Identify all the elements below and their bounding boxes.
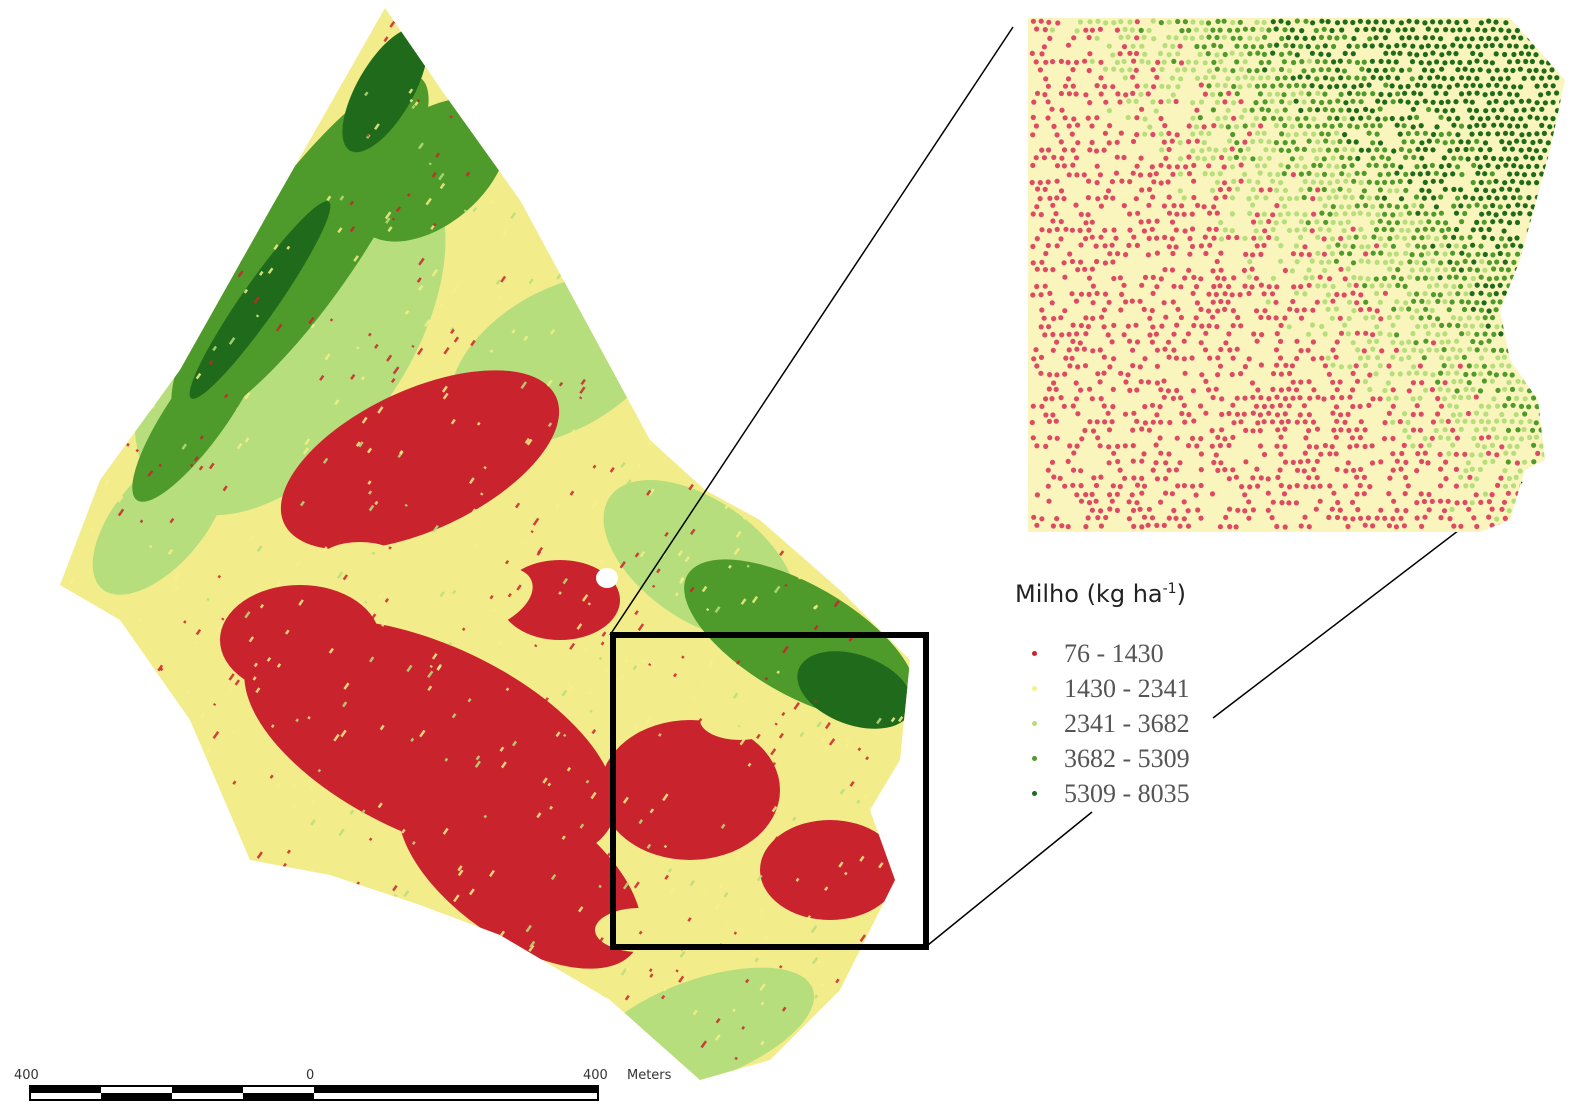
zone-red [760, 820, 900, 920]
legend-swatch-icon [1032, 721, 1037, 726]
inset-map [1028, 18, 1565, 532]
zone-green [132, 318, 268, 502]
legend-swatch-icon [1032, 686, 1037, 691]
scale-label-center: 0 [306, 1068, 315, 1083]
connector-line [609, 26, 1014, 636]
legend: Milho (kg ha-1) 76 - 1430 1430 - 2341 23… [1015, 580, 1275, 811]
scale-bar-segment [172, 1086, 243, 1093]
zone-yellow [320, 542, 400, 578]
scale-label-right: 400 [583, 1068, 608, 1083]
legend-item: 1430 - 2341 [1015, 671, 1275, 706]
zone-dark-green [797, 651, 910, 729]
legend-item-label: 76 - 1430 [1064, 638, 1164, 668]
legend-item-label: 2341 - 3682 [1064, 708, 1190, 738]
scale-bar-segment [314, 1086, 598, 1093]
zone-red [398, 771, 642, 969]
legend-item-label: 5309 - 8035 [1064, 778, 1190, 808]
zone-dark-green [342, 27, 428, 153]
legend-swatch-icon [1032, 756, 1037, 761]
legend-item-label: 3682 - 5309 [1064, 743, 1190, 773]
zone-dark-green [189, 201, 331, 399]
scale-bar [29, 1085, 599, 1101]
yield-zones [60, 8, 910, 1080]
legend-item: 5309 - 8035 [1015, 776, 1275, 811]
zone-red [220, 585, 380, 695]
scale-bar-segment [101, 1093, 172, 1100]
legend-item: 2341 - 3682 [1015, 706, 1275, 741]
legend-title: Milho (kg ha-1) [1015, 580, 1186, 608]
zone-yellow [427, 566, 533, 634]
field-gap [596, 568, 618, 588]
yield-field [60, 8, 910, 1080]
zone-light-green [92, 445, 228, 595]
zone-red [280, 370, 560, 550]
legend-swatch-icon [1032, 651, 1037, 656]
zone-yellow [700, 700, 780, 740]
zoom-box [610, 632, 929, 950]
legend-list: 76 - 1430 1430 - 2341 2341 - 3682 3682 -… [1015, 636, 1275, 811]
connector-line [927, 811, 1093, 946]
inset-base [1028, 18, 1565, 532]
legend-item: 3682 - 5309 [1015, 741, 1275, 776]
zone-yellow [595, 908, 685, 952]
scale-bar-segment [243, 1093, 314, 1100]
zone-red [600, 720, 780, 860]
legend-item-label: 1430 - 2341 [1064, 673, 1190, 703]
legend-swatch-icon [1032, 791, 1037, 796]
zone-green [352, 98, 508, 242]
scale-bar-segment [30, 1086, 101, 1093]
legend-item: 76 - 1430 [1015, 636, 1275, 671]
scale-label-left: 400 [14, 1068, 39, 1083]
scale-unit-label: Meters [627, 1068, 672, 1083]
